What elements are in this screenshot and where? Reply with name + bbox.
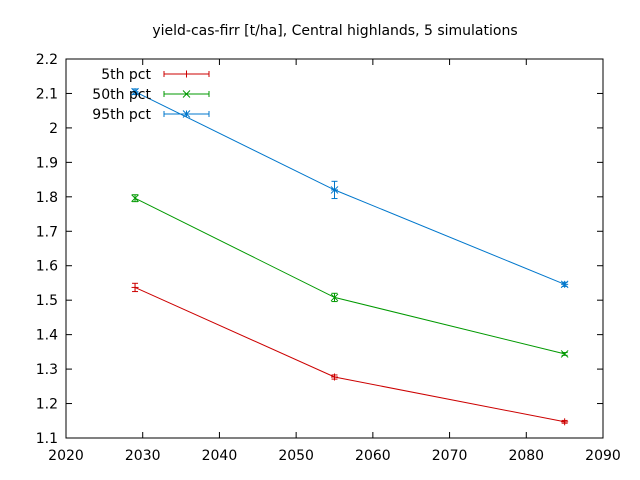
x-tick-label: 2090 xyxy=(585,448,621,464)
legend-marker-stroke xyxy=(182,90,191,98)
data-point-stroke xyxy=(131,194,139,203)
y-tick-label: 1.5 xyxy=(36,293,58,309)
legend-label: 50th pct xyxy=(92,87,151,103)
y-tick-label: 1.9 xyxy=(36,155,58,171)
data-point xyxy=(330,186,339,194)
legend-marker xyxy=(183,70,190,78)
x-tick-label: 2070 xyxy=(432,448,468,464)
y-tick-label: 1.8 xyxy=(36,190,58,206)
data-point-stroke xyxy=(560,280,569,289)
series-3 xyxy=(131,87,569,289)
data-point-stroke xyxy=(131,87,139,96)
x-tick-label: 2030 xyxy=(125,448,161,464)
y-tick-label: 1.4 xyxy=(36,328,58,344)
y-tick-label: 1.1 xyxy=(36,431,58,447)
x-tick-label: 2020 xyxy=(48,448,84,464)
y-tick-label: 1.6 xyxy=(36,259,58,275)
data-point xyxy=(331,373,338,381)
data-point-stroke xyxy=(330,293,339,302)
series-layer xyxy=(131,87,569,426)
legend-entry-1: 5th pct xyxy=(101,67,210,83)
y-tick-label: 1.2 xyxy=(36,397,58,413)
data-point xyxy=(330,293,339,302)
axes: 2020 2030 2040 2050 2060 2070 2080 2090 1.1 1.2 1.… xyxy=(36,52,621,464)
data-point xyxy=(131,194,139,203)
series-1 xyxy=(131,282,569,426)
data-point xyxy=(561,418,569,426)
data-point-stroke xyxy=(560,350,569,358)
y-tick-label: 2.1 xyxy=(36,86,58,102)
x-tick-label: 2040 xyxy=(202,448,238,464)
legend-label: 95th pct xyxy=(92,107,151,123)
data-point xyxy=(560,280,569,289)
plot-frame xyxy=(65,58,604,439)
series-2 xyxy=(131,194,569,358)
data-point-stroke xyxy=(330,186,339,194)
y-tick-label: 2.2 xyxy=(36,52,58,68)
x-tick-label: 2080 xyxy=(508,448,544,464)
y-tick-label: 1.7 xyxy=(36,224,58,240)
y-tick-label: 2 xyxy=(49,121,58,137)
data-point xyxy=(131,283,139,291)
data-point xyxy=(560,350,569,358)
x-tick-label: 2050 xyxy=(278,448,314,464)
legend-entry-3: 95th pct xyxy=(92,107,210,123)
x-tick-label: 2060 xyxy=(355,448,391,464)
data-point xyxy=(131,87,139,96)
legend-marker xyxy=(182,110,191,118)
legend-entry-2: 50th pct xyxy=(92,87,210,103)
legend-marker xyxy=(182,90,191,98)
legend-label: 5th pct xyxy=(101,67,151,83)
legend-marker-stroke xyxy=(182,110,191,118)
chart-title: yield-cas-firr [t/ha], Central highlands… xyxy=(152,23,517,39)
y-tick-label: 1.3 xyxy=(36,362,58,378)
legend: 5th pct 50th pct 95th pct xyxy=(92,67,210,123)
